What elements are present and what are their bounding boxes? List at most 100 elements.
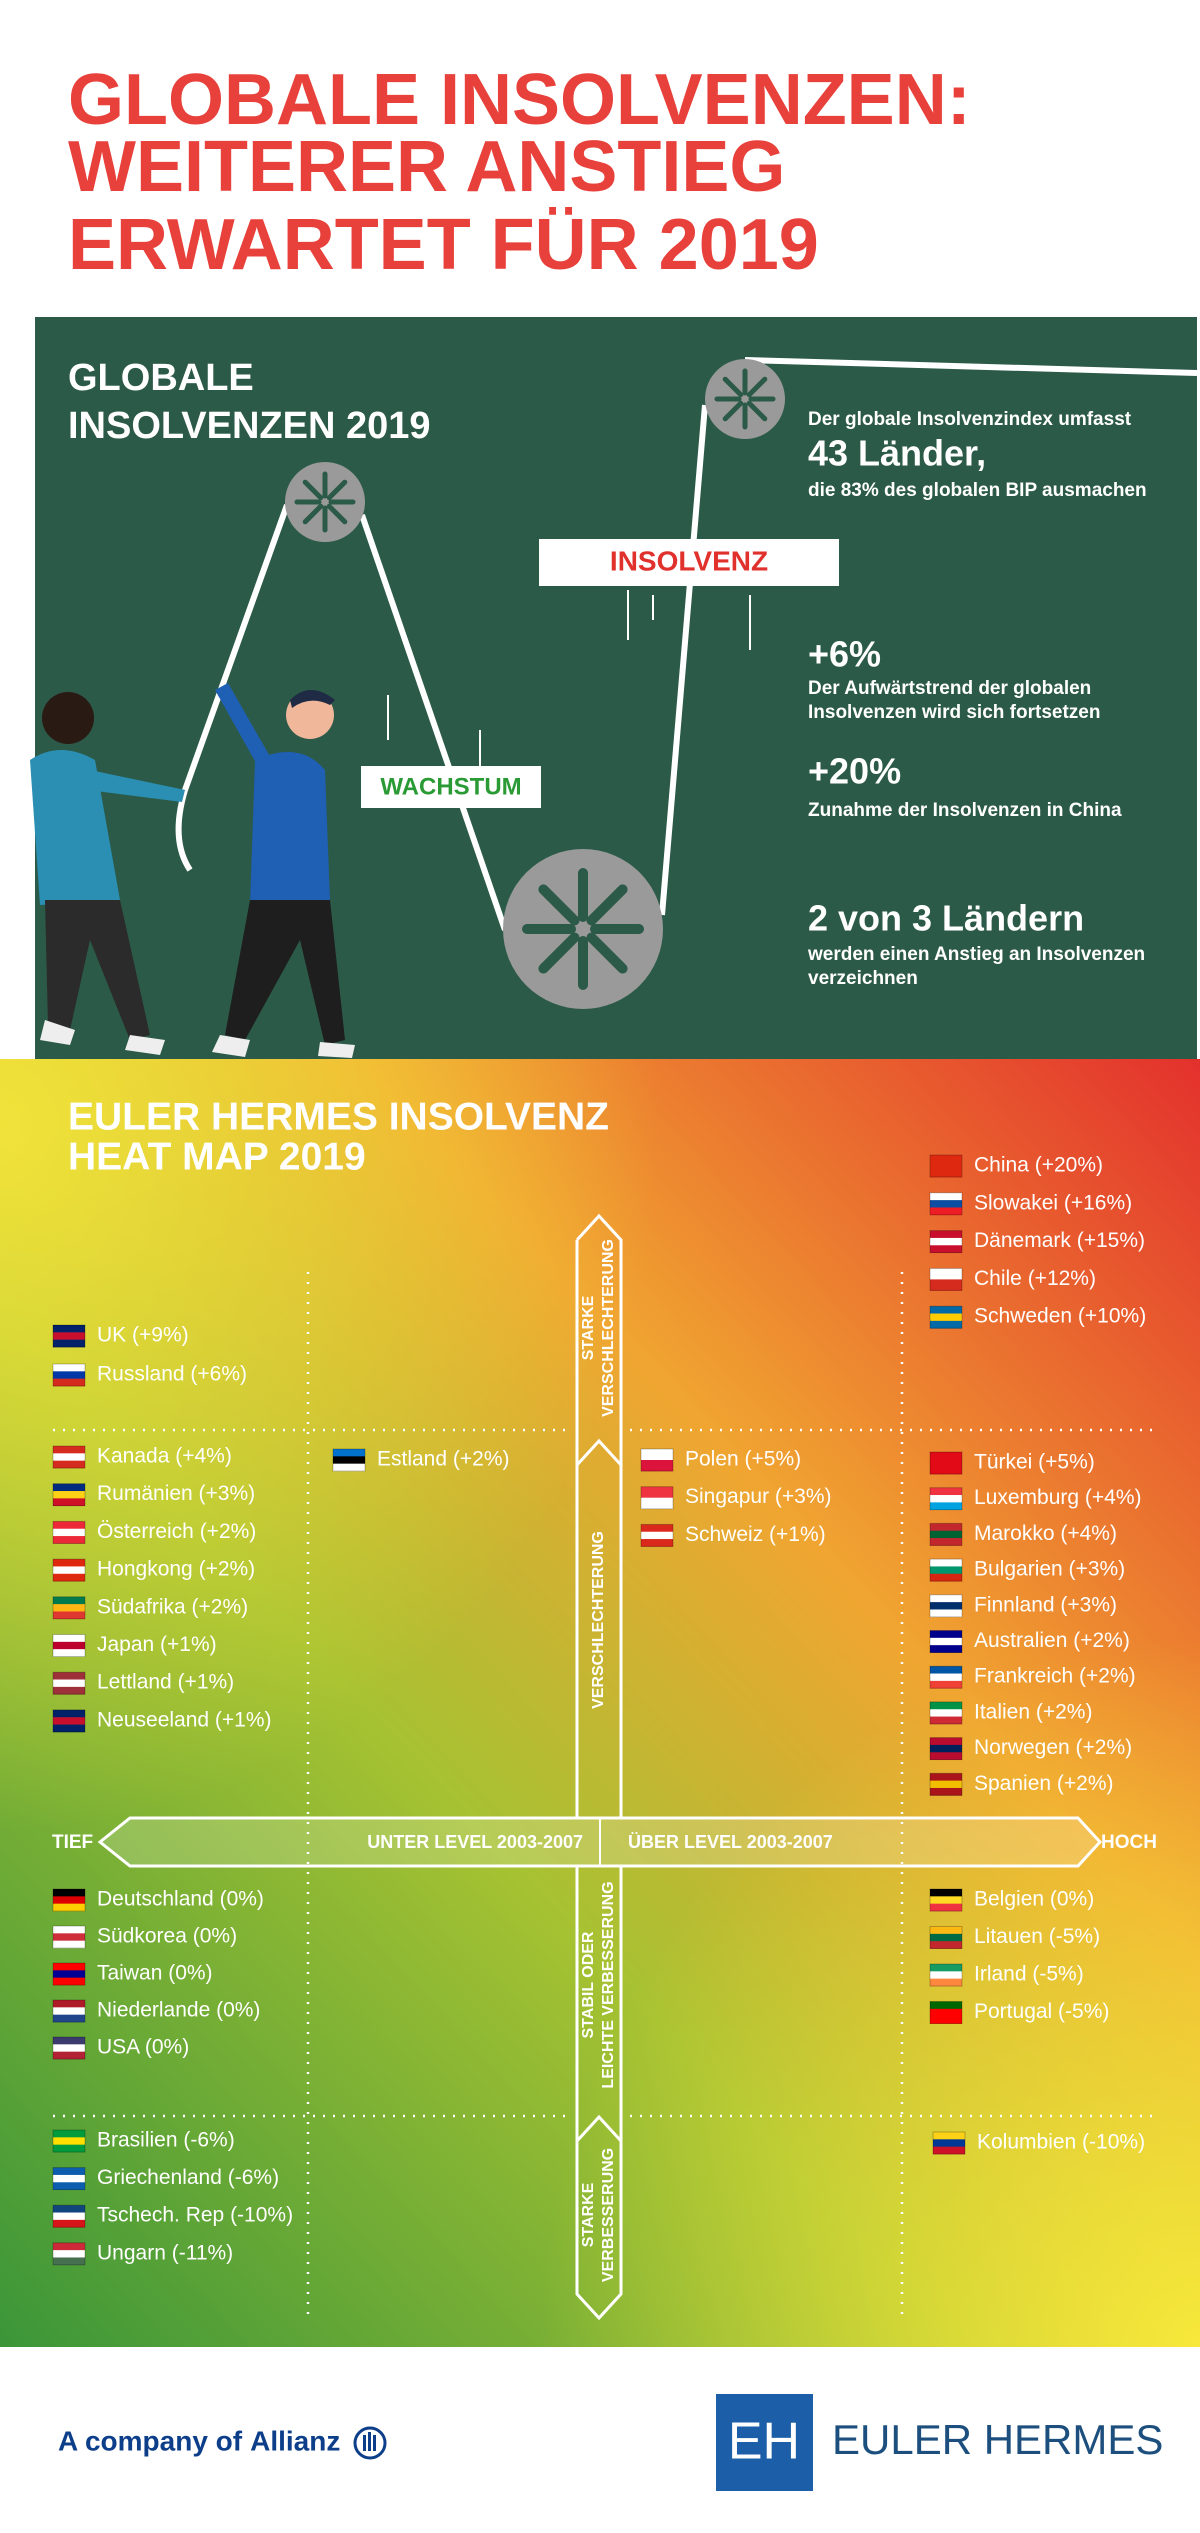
spoke <box>538 884 580 926</box>
flag-stripe <box>53 1596 85 1605</box>
fact-text: werden einen Anstieg an Insolvenzen <box>807 944 1145 965</box>
fact-text: verzeichnen <box>808 968 918 989</box>
flag-stripe <box>53 1940 85 1949</box>
country: Norwegen (+2%) <box>974 1736 1132 1759</box>
flag-stripe <box>53 1528 85 1537</box>
flag-border <box>929 1451 963 1475</box>
flag-stripe <box>930 1903 962 1912</box>
flag-stripe <box>930 1538 962 1546</box>
insolvency-box <box>539 539 839 586</box>
fact-headline: 43 Länder, <box>808 433 986 474</box>
flag <box>929 1701 963 1725</box>
country: Österreich (+2%) <box>97 1520 256 1543</box>
fact-intro: Der globale Insolvenzindex umfasst <box>808 409 1132 430</box>
country: Marokko (+4%) <box>974 1522 1117 1545</box>
flag <box>929 1230 963 1254</box>
flag-stripe <box>930 1701 962 1710</box>
flag <box>640 1486 674 1510</box>
logo-initials: EH <box>728 2413 800 2471</box>
flag-stripe <box>53 1325 85 1333</box>
country: Dänemark (+15%) <box>974 1229 1145 1252</box>
flag-stripe <box>53 1460 85 1469</box>
flag-stripe <box>930 1559 962 1567</box>
flag <box>929 1487 963 1511</box>
flag <box>52 2167 86 2191</box>
flag-stripe <box>930 1978 962 1987</box>
flag-border <box>929 1154 963 1178</box>
flag-stripe <box>53 1896 85 1904</box>
flag-stripe <box>53 1903 85 1912</box>
flag-stripe <box>930 1787 962 1796</box>
fact-text: Insolvenzen wird sich fortsetzen <box>808 702 1100 723</box>
flag-stripe <box>930 1941 962 1949</box>
flag-stripe <box>930 1737 962 1746</box>
flag-stripe <box>53 2174 85 2183</box>
flag-stripe <box>53 1364 85 1372</box>
flag-stripe <box>930 1207 962 1216</box>
allianz-logo <box>353 2426 387 2460</box>
flag-stripe <box>53 2182 85 2190</box>
flag-border <box>52 1483 86 1507</box>
axis-vertical-label: STARKE <box>580 1295 597 1360</box>
flag-stripe <box>930 1609 962 1618</box>
flag-border <box>929 1522 963 1546</box>
flag-stripe <box>930 1773 962 1781</box>
flag-border <box>52 1671 86 1695</box>
flag-stripe <box>53 1339 85 1348</box>
fact-headline: 2 von 3 Ländern <box>808 898 1084 939</box>
axis-vertical-label: VERSCHLECHTERUNG <box>590 1531 607 1709</box>
flag <box>929 1558 963 1582</box>
flag <box>332 1448 366 1472</box>
country: Australien (+2%) <box>974 1629 1130 1652</box>
flag-stripe <box>53 1611 85 1620</box>
flag <box>929 1630 963 1653</box>
vertical-arrow <box>575 1213 623 2321</box>
logo-box <box>716 2394 813 2491</box>
flag-stripe <box>930 1933 962 1942</box>
country: Kanada (+4%) <box>97 1445 232 1468</box>
country: Schweden (+10%) <box>974 1305 1146 1328</box>
flag-stripe <box>930 1279 962 1291</box>
flag <box>929 1737 963 1761</box>
flag <box>929 1451 963 1475</box>
fact-headline: +20% <box>808 751 901 792</box>
flag-stripe <box>930 1192 962 1201</box>
flag-border <box>52 1558 86 1582</box>
flag-stripe <box>53 2007 85 2015</box>
heatmap-title: HEAT MAP 2019 <box>68 1135 366 1178</box>
flag <box>52 1520 86 1544</box>
flag-stripe <box>930 1200 962 1208</box>
spoke <box>326 503 348 525</box>
flag <box>929 1772 963 1796</box>
flag-stripe <box>641 1531 673 1540</box>
flag <box>52 1445 86 1469</box>
flag-stripe <box>641 1539 673 1547</box>
flag-stripe <box>53 1453 85 1461</box>
country: Bulgarien (+3%) <box>974 1558 1125 1581</box>
motion-marks <box>387 590 751 770</box>
flag-border <box>640 1448 674 1472</box>
belt <box>175 357 1198 931</box>
country: Finnland (+3%) <box>974 1593 1117 1616</box>
flag <box>52 2036 86 2060</box>
flag-stripe <box>53 1483 85 1492</box>
flag-stripe <box>930 1452 962 1475</box>
flag-border <box>52 1999 86 2023</box>
fact-text: Zunahme der Insolvenzen in China <box>808 800 1122 821</box>
flag-border <box>332 1448 366 1472</box>
flag-stripe <box>930 1523 962 1532</box>
country: Luxemburg (+4%) <box>974 1486 1142 1509</box>
country: Frankreich (+2%) <box>974 1665 1136 1688</box>
flag-border <box>52 1324 86 1348</box>
flag <box>640 1448 674 1472</box>
flag-stripe <box>53 2130 85 2138</box>
flag-stripe <box>930 1637 962 1646</box>
flag-border <box>929 1267 963 1291</box>
flag-stripe <box>933 2146 965 2155</box>
flag-stripe <box>53 1604 85 1612</box>
flag-stripe <box>930 1971 962 1979</box>
flag-stripe <box>930 1566 962 1575</box>
flag-stripe <box>53 1566 85 1575</box>
axis-vertical-label: STARKE <box>580 2182 597 2247</box>
country: Neuseeland (+1%) <box>97 1708 272 1731</box>
